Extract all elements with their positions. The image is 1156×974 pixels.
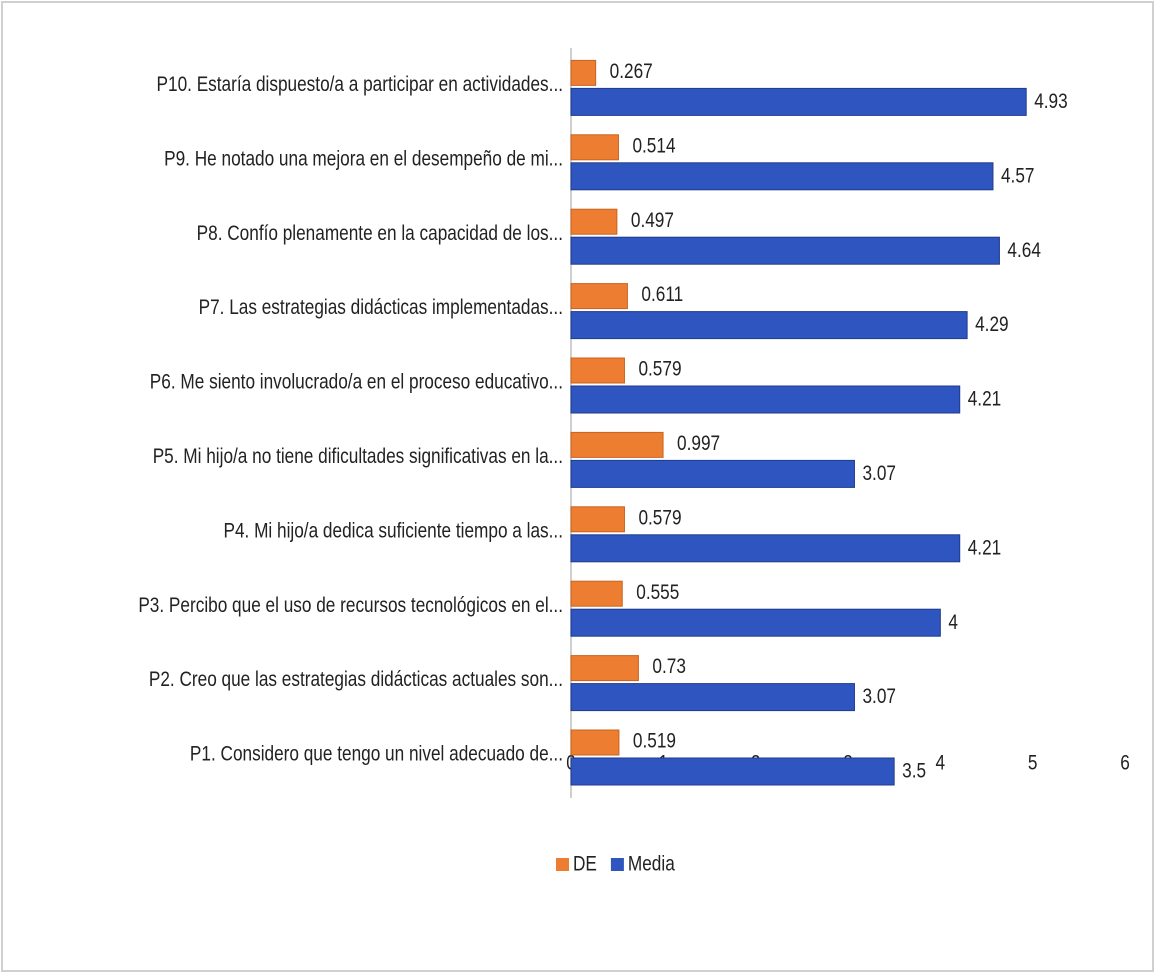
x-tick-label-group: 4	[936, 752, 946, 775]
x-tick-label-group: 6	[1120, 752, 1130, 775]
data-label: 4.93	[1034, 90, 1068, 113]
data-label: 4.64	[1007, 239, 1041, 262]
bar	[570, 283, 628, 310]
bar	[570, 87, 1027, 116]
category-label: P8. Confío plenamente en la capacidad de…	[197, 222, 563, 245]
bar	[570, 311, 968, 340]
data-label: 0.73	[652, 656, 686, 679]
data-label-group: 0.997	[677, 432, 720, 455]
data-label: 4.21	[968, 388, 1002, 411]
data-label-group: 0.519	[633, 730, 676, 753]
data-label-group: 0.73	[652, 656, 686, 679]
legend-swatch	[610, 858, 624, 871]
legend-label: Media	[628, 853, 675, 876]
data-label: 0.611	[641, 284, 683, 307]
bar	[570, 534, 961, 563]
data-label-group: 0.555	[636, 581, 679, 604]
category-label: P10. Estaría dispuesto/a a participar en…	[157, 73, 563, 96]
bar	[570, 580, 623, 607]
category-label: P7. Las estrategias didácticas implement…	[199, 297, 563, 320]
data-label-group: 0.611	[641, 284, 683, 307]
category-label-group: P1. Considero que tengo un nivel adecuad…	[190, 743, 563, 766]
category-label: P1. Considero que tengo un nivel adecuad…	[190, 743, 563, 766]
data-label: 0.555	[636, 581, 679, 604]
data-label-group: 4	[948, 611, 958, 634]
category-label-group: P4. Mi hijo/a dedica suficiente tiempo a…	[223, 520, 563, 543]
legend-label-group: DE	[573, 853, 597, 876]
data-label: 0.497	[631, 209, 674, 232]
bar	[570, 59, 597, 86]
data-label: 4.57	[1001, 165, 1035, 188]
bar	[570, 729, 620, 756]
category-label: P4. Mi hijo/a dedica suficiente tiempo a…	[223, 520, 563, 543]
data-label-group: 3.5	[902, 760, 926, 783]
data-label: 0.519	[633, 730, 676, 753]
bar	[570, 683, 855, 712]
category-label-group: P8. Confío plenamente en la capacidad de…	[197, 222, 563, 245]
bar	[570, 757, 895, 786]
data-label-group: 3.07	[862, 462, 896, 485]
data-label-group: 0.514	[632, 135, 675, 158]
data-label-group: 0.267	[610, 60, 653, 83]
category-label-group: P7. Las estrategias didácticas implement…	[199, 297, 563, 320]
legend-label: DE	[573, 853, 597, 876]
data-label-group: 0.579	[638, 358, 681, 381]
data-label: 0.579	[638, 358, 681, 381]
x-tick-label-group: 5	[1028, 752, 1038, 775]
data-label-group: 3.07	[862, 686, 896, 709]
category-label-group: P10. Estaría dispuesto/a a participar en…	[157, 73, 563, 96]
category-label: P5. Mi hijo/a no tiene dificultades sign…	[153, 445, 563, 468]
bar	[570, 459, 855, 488]
bar	[570, 208, 618, 235]
data-label: 4.21	[968, 537, 1002, 560]
bar	[570, 162, 994, 191]
x-tick-label: 6	[1120, 752, 1130, 775]
bar	[570, 134, 619, 161]
category-label-group: P2. Creo que las estrategias didácticas …	[149, 669, 563, 692]
data-label-group: 4.93	[1034, 90, 1068, 113]
category-label-group: P6. Me siento involucrado/a en el proces…	[150, 371, 563, 394]
data-label-group: 4.29	[975, 314, 1009, 337]
category-label: P9. He notado una mejora en el desempeño…	[164, 148, 563, 171]
data-label: 3.07	[862, 686, 896, 709]
data-label: 3.5	[902, 760, 926, 783]
category-label-group: P9. He notado una mejora en el desempeño…	[164, 148, 563, 171]
data-label: 4	[948, 611, 958, 634]
data-label: 0.579	[638, 507, 681, 530]
bar	[570, 385, 961, 414]
bar	[570, 357, 625, 384]
bar	[570, 506, 625, 533]
category-label-group: P5. Mi hijo/a no tiene dificultades sign…	[153, 445, 563, 468]
data-label-group: 4.21	[968, 537, 1002, 560]
category-label: P2. Creo que las estrategias didácticas …	[149, 669, 563, 692]
category-label: P3. Percibo que el uso de recursos tecno…	[138, 594, 563, 617]
data-label: 4.29	[975, 314, 1009, 337]
data-label: 0.267	[610, 60, 653, 83]
data-label-group: 0.579	[638, 507, 681, 530]
x-tick-label: 4	[936, 752, 946, 775]
x-tick-label: 5	[1028, 752, 1038, 775]
bar	[570, 236, 1000, 265]
data-label-group: 4.21	[968, 388, 1002, 411]
bar	[570, 431, 664, 458]
data-label-group: 4.64	[1007, 239, 1041, 262]
bar	[570, 608, 941, 637]
category-label-group: P3. Percibo que el uso de recursos tecno…	[138, 594, 563, 617]
data-label: 0.997	[677, 432, 720, 455]
data-label: 3.07	[862, 462, 896, 485]
legend-swatch	[556, 858, 569, 871]
data-label-group: 4.57	[1001, 165, 1035, 188]
data-label-group: 0.497	[631, 209, 674, 232]
legend-label-group: Media	[628, 853, 675, 876]
data-label: 0.514	[632, 135, 675, 158]
bar	[570, 655, 639, 682]
category-label: P6. Me siento involucrado/a en el proces…	[150, 371, 563, 394]
